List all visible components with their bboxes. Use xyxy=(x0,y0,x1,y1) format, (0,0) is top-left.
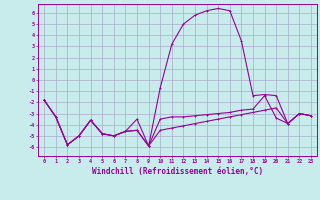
X-axis label: Windchill (Refroidissement éolien,°C): Windchill (Refroidissement éolien,°C) xyxy=(92,167,263,176)
